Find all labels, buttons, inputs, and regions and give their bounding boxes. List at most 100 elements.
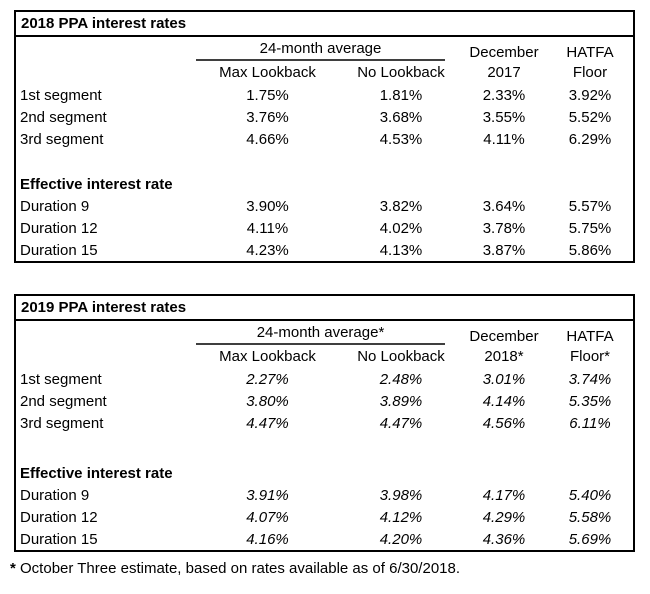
table-row: 3rd segment 4.47% 4.47% 4.56% 6.11% [16, 412, 633, 434]
rate-cell: 3.68% [379, 108, 423, 126]
rate-cell: 6.29% [568, 130, 612, 148]
rates-grid-2019: 24-month average* December HATFA Max Loo… [16, 321, 633, 550]
rate-cell: 5.69% [568, 530, 612, 548]
empty-cell [16, 345, 194, 368]
rate-cell: 5.58% [568, 508, 612, 526]
column-header-december: December [469, 328, 539, 345]
footnote-text: October Three estimate, based on rates a… [20, 560, 461, 577]
rate-cell: 5.35% [568, 392, 612, 410]
rate-cell: 5.57% [568, 197, 612, 215]
rate-cell: 3.98% [379, 486, 423, 504]
rate-cell: 3.87% [482, 241, 526, 259]
table-row: Duration 9 3.90% 3.82% 3.64% 5.57% [16, 195, 633, 217]
header-group-row: 24-month average* December HATFA [16, 321, 633, 345]
rates-grid-2018: 24-month average December HATFA Max Look… [16, 37, 633, 261]
rate-cell: 5.75% [568, 219, 612, 237]
group-header-cell: 24-month average* [194, 321, 461, 345]
footnote: * October Three estimate, based on rates… [10, 560, 650, 577]
rate-cell: 4.02% [379, 219, 423, 237]
table-row: Duration 12 4.07% 4.12% 4.29% 5.58% [16, 506, 633, 528]
rate-cell: 4.17% [482, 486, 526, 504]
column-header-hatfa: HATFA [566, 328, 614, 345]
rate-cell: 4.13% [379, 241, 423, 259]
rate-cell: 3.74% [568, 370, 612, 388]
row-label: Duration 9 [20, 486, 90, 504]
rate-cell: 4.47% [379, 414, 423, 432]
column-header-no-lookback: No Lookback [357, 64, 445, 81]
header-sub-row: Max Lookback No Lookback 2017 Floor [16, 61, 633, 84]
rate-cell: 5.52% [568, 108, 612, 126]
rate-cell: 4.11% [246, 219, 289, 237]
table-2018-ppa-interest-rates: 2018 PPA interest rates 24-month average… [14, 10, 635, 263]
header-sub-row: Max Lookback No Lookback 2018* Floor* [16, 345, 633, 368]
section-row: Effective interest rate [16, 173, 633, 195]
row-label: Duration 12 [20, 219, 98, 237]
table-row: 3rd segment 4.66% 4.53% 4.11% 6.29% [16, 128, 633, 150]
rate-cell: 5.86% [568, 241, 612, 259]
table-title-2018: 2018 PPA interest rates [16, 12, 633, 37]
section-row: Effective interest rate [16, 462, 633, 484]
rate-cell: 1.81% [379, 86, 423, 104]
footnote-asterisk: * [10, 560, 16, 577]
column-header-year: 2017 [487, 64, 521, 81]
rate-cell: 4.11% [483, 130, 525, 148]
table-row: 2nd segment 3.76% 3.68% 3.55% 5.52% [16, 106, 633, 128]
row-label: 3rd segment [20, 130, 104, 148]
empty-cell [16, 61, 194, 84]
row-label: Duration 15 [20, 241, 98, 259]
rate-cell: 4.53% [379, 130, 423, 148]
rate-cell: 2.27% [246, 370, 289, 388]
table-row: 2nd segment 3.80% 3.89% 4.14% 5.35% [16, 390, 633, 412]
rate-cell: 4.36% [482, 530, 526, 548]
section-label-effective-interest-rate: Effective interest rate [20, 175, 173, 193]
column-header-max-lookback: Max Lookback [219, 64, 316, 81]
rate-cell: 3.76% [246, 108, 289, 126]
row-label: Duration 15 [20, 530, 98, 548]
group-header-cell: 24-month average [194, 37, 461, 61]
rate-cell: 4.07% [246, 508, 289, 526]
table-title-2019: 2019 PPA interest rates [16, 296, 633, 321]
table-2019-ppa-interest-rates: 2019 PPA interest rates 24-month average… [14, 294, 635, 552]
rate-cell: 4.16% [246, 530, 289, 548]
table-row: Duration 9 3.91% 3.98% 4.17% 5.40% [16, 484, 633, 506]
rate-cell: 4.29% [482, 508, 526, 526]
column-header-hatfa: HATFA [566, 44, 614, 61]
rate-cell: 3.55% [482, 108, 526, 126]
table-row: 1st segment 1.75% 1.81% 2.33% 3.92% [16, 84, 633, 106]
rate-cell: 3.64% [482, 197, 526, 215]
rate-cell: 3.82% [379, 197, 423, 215]
row-label: Duration 9 [20, 197, 90, 215]
row-label: 1st segment [20, 86, 102, 104]
column-header-floor: Floor* [569, 348, 610, 365]
rate-cell: 2.33% [482, 86, 526, 104]
row-label: 3rd segment [20, 414, 104, 432]
rate-cell: 4.12% [379, 508, 423, 526]
rate-cell: 3.89% [379, 392, 423, 410]
table-row: Duration 12 4.11% 4.02% 3.78% 5.75% [16, 217, 633, 239]
page: 2018 PPA interest rates 24-month average… [10, 10, 650, 577]
table-row: Duration 15 4.16% 4.20% 4.36% 5.69% [16, 528, 633, 550]
column-header-floor: Floor [572, 64, 608, 81]
spacer-row [16, 150, 633, 173]
rate-cell: 3.92% [568, 86, 612, 104]
rate-cell: 2.48% [379, 370, 423, 388]
group-header-24-month-average: 24-month average* [196, 324, 445, 345]
rate-cell: 4.20% [379, 530, 423, 548]
rate-cell: 4.66% [246, 130, 289, 148]
row-label: Duration 12 [20, 508, 98, 526]
rate-cell: 4.47% [246, 414, 289, 432]
column-header-no-lookback: No Lookback [357, 348, 445, 365]
rate-cell: 1.75% [246, 86, 289, 104]
empty-cell [16, 37, 194, 61]
rate-cell: 4.14% [482, 392, 526, 410]
empty-cell [16, 321, 194, 345]
rate-cell: 3.91% [246, 486, 289, 504]
row-label: 2nd segment [20, 108, 107, 126]
rate-cell: 3.01% [482, 370, 526, 388]
row-label: 1st segment [20, 370, 102, 388]
header-group-row: 24-month average December HATFA [16, 37, 633, 61]
rate-cell: 3.78% [482, 219, 526, 237]
rate-cell: 4.23% [246, 241, 289, 259]
table-row: 1st segment 2.27% 2.48% 3.01% 3.74% [16, 368, 633, 390]
rate-cell: 3.80% [246, 392, 289, 410]
